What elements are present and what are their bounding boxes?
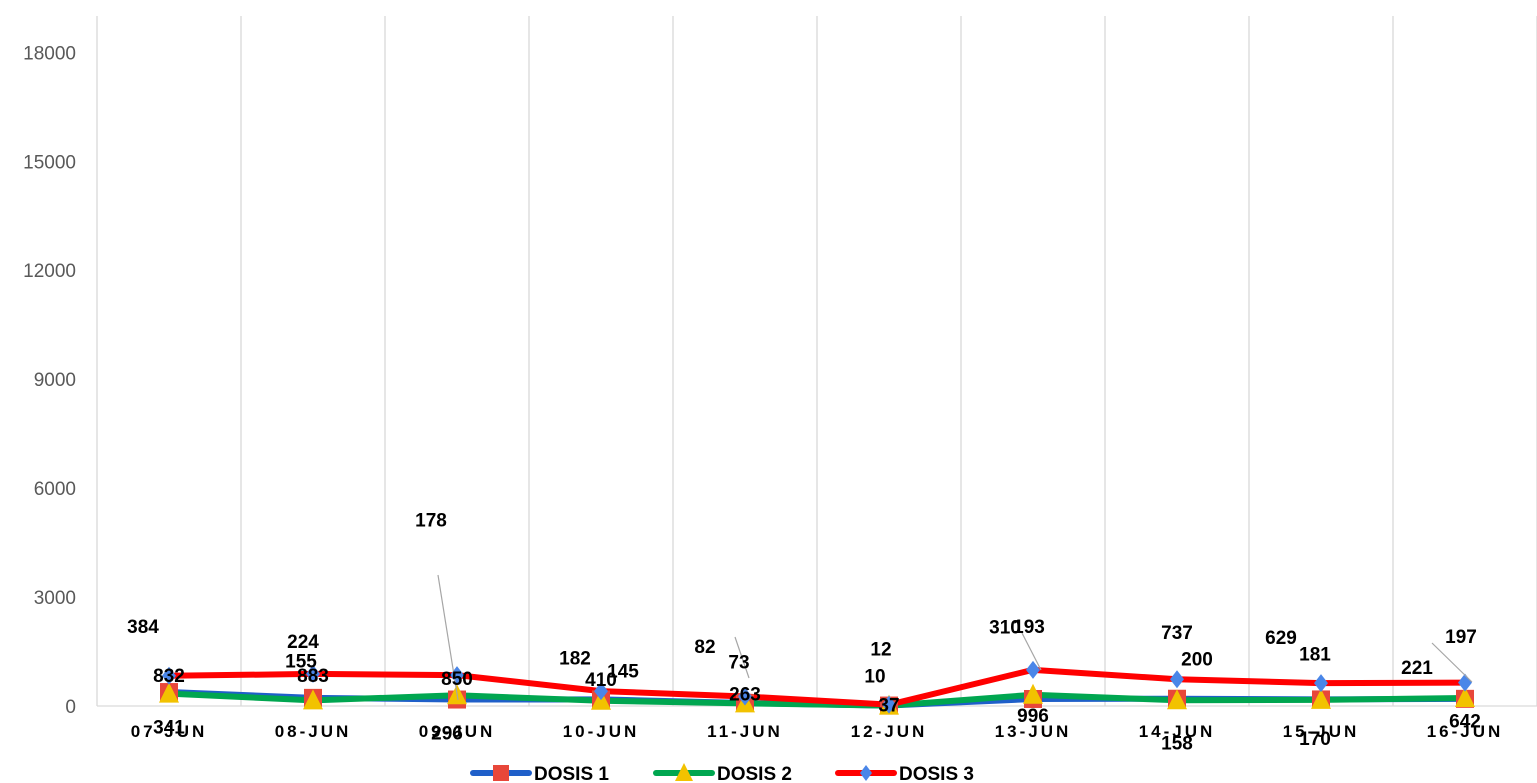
y-tick-label: 12000 (23, 261, 76, 282)
data-label: 82 (694, 637, 715, 658)
data-label: 263 (729, 684, 761, 705)
legend-label: DOSIS 2 (717, 764, 792, 783)
triangle-marker (303, 689, 323, 710)
data-labels: 384 224 178 182 82 12 193 200 181 197 341 155 296 145… (127, 511, 1481, 755)
x-tick-label: 11-JUN (707, 722, 783, 741)
data-label: 221 (1401, 658, 1433, 679)
x-tick-label: 13-JUN (995, 722, 1072, 741)
data-label: 182 (559, 648, 591, 669)
y-tick-label: 0 (65, 697, 76, 718)
gridlines (96, 16, 1537, 706)
data-label: 73 (728, 652, 749, 673)
x-tick-label: 14-JUN (1139, 722, 1216, 741)
series-line (166, 666, 1468, 708)
triangle-marker (1455, 686, 1475, 707)
data-label: 832 (153, 666, 185, 687)
triangle-marker (1167, 689, 1187, 710)
diamond-marker (860, 765, 872, 781)
y-tick-label: 9000 (34, 370, 76, 391)
data-label: 384 (127, 617, 159, 638)
data-label: 197 (1445, 627, 1477, 648)
x-tick-label: 15-JUN (1283, 722, 1360, 741)
series-markers (159, 660, 1475, 715)
data-label: 341 (153, 718, 185, 739)
x-tick-label: 07-JUN (131, 722, 208, 741)
data-label: 850 (441, 669, 473, 690)
triangle-marker (1023, 683, 1043, 704)
x-tick-label: 12-JUN (851, 722, 928, 741)
y-tick-label: 15000 (23, 152, 76, 173)
data-label: 642 (1449, 712, 1481, 733)
y-tick-label: 3000 (34, 588, 76, 609)
diamond-marker (738, 687, 752, 706)
triangle-marker (1311, 688, 1331, 709)
diamond-marker (1170, 670, 1184, 689)
y-axis-ticks: 0 3000 6000 9000 12000 15000 18000 (23, 43, 76, 718)
series-line (166, 690, 1468, 709)
x-axis-ticks: 07-JUN 08-JUN 09-JUN 10-JUN 11-JUN 12-JUN 13-J… (131, 722, 1504, 741)
data-label: 37 (878, 696, 899, 717)
diamond-marker (1458, 673, 1472, 692)
legend-label: DOSIS 1 (534, 764, 609, 783)
diamond-marker (594, 682, 608, 701)
square-marker (493, 765, 509, 781)
triangle-marker (675, 763, 693, 781)
diamond-marker (1026, 660, 1040, 679)
diamond-marker (1314, 674, 1328, 693)
data-label: 170 (1299, 729, 1331, 750)
data-label: 310 (989, 618, 1021, 639)
y-tick-label: 6000 (34, 479, 76, 500)
label-leader-line (1431, 642, 1473, 683)
x-tick-label: 09-JUN (419, 722, 496, 741)
legend-label: DOSIS 3 (899, 764, 974, 783)
diamond-marker (882, 695, 896, 714)
data-label: 629 (1265, 628, 1297, 649)
x-tick-label: 08-JUN (275, 722, 352, 741)
x-tick-label: 16-JUN (1427, 722, 1504, 741)
data-label: 296 (431, 723, 463, 744)
label-leader-line (734, 636, 750, 679)
data-label: 158 (1161, 733, 1193, 754)
data-label: 12 (870, 640, 891, 661)
diamond-marker (306, 664, 320, 683)
data-label: 193 (1013, 617, 1045, 638)
data-label: 737 (1161, 623, 1193, 644)
y-tick-label: 18000 (23, 43, 76, 64)
data-label: 410 (585, 670, 617, 691)
label-leader-line (437, 574, 459, 701)
data-label: 996 (1017, 706, 1049, 727)
data-label: 181 (1299, 644, 1331, 665)
data-label: 178 (415, 511, 447, 532)
data-label: 200 (1181, 650, 1213, 671)
label-leader-line (1021, 632, 1042, 671)
legend: DOSIS 1 DOSIS 2 DOSIS 3 (470, 763, 974, 783)
series-lines (166, 666, 1468, 709)
data-label: 883 (297, 666, 329, 687)
x-tick-label: 10-JUN (563, 722, 640, 741)
diamond-marker (162, 666, 176, 685)
data-label: 10 (864, 667, 885, 688)
triangle-marker (159, 682, 179, 703)
data-label: 155 (285, 651, 317, 672)
data-label: 145 (607, 662, 639, 683)
data-label: 224 (287, 632, 319, 653)
